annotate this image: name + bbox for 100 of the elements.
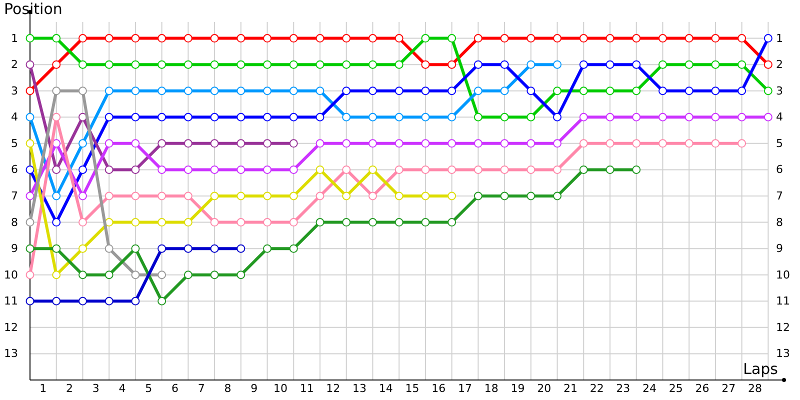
point [632, 165, 641, 174]
point [606, 86, 614, 96]
x-tick-label: 1 [40, 382, 47, 395]
point [448, 60, 456, 69]
point [579, 139, 588, 148]
point [78, 296, 87, 306]
point [236, 192, 246, 200]
point [368, 139, 377, 148]
point [210, 139, 219, 148]
point [26, 192, 34, 200]
point [342, 192, 351, 200]
point [104, 60, 114, 69]
point [158, 270, 166, 280]
point [52, 60, 61, 69]
point [184, 112, 192, 122]
point [236, 218, 246, 227]
point [368, 34, 377, 43]
point [26, 112, 34, 122]
point [684, 112, 694, 122]
point [711, 112, 720, 122]
point [632, 60, 641, 69]
point [131, 60, 140, 69]
point [394, 34, 404, 43]
point [342, 218, 351, 227]
point [342, 112, 351, 122]
point [52, 296, 61, 306]
point [78, 165, 87, 174]
point [579, 165, 588, 174]
point [158, 165, 166, 174]
point [421, 112, 430, 122]
point [658, 112, 667, 122]
point [158, 86, 166, 96]
x-tick-label: 23 [616, 382, 630, 395]
point [131, 296, 140, 306]
point [78, 60, 87, 69]
point [184, 139, 192, 148]
x-tick-label: 18 [484, 382, 498, 395]
y2-tick-label: 12 [776, 320, 790, 334]
point [421, 218, 430, 227]
point [316, 60, 324, 69]
y-tick-label: 1 [11, 32, 18, 45]
point [289, 165, 298, 174]
point [526, 34, 536, 43]
point [474, 34, 482, 43]
x-tick-label: 22 [590, 382, 604, 395]
point [711, 60, 720, 69]
point [158, 34, 166, 43]
point [579, 60, 588, 69]
point [52, 244, 61, 253]
y-tick-label: 12 [4, 320, 18, 334]
point [421, 165, 430, 174]
point [316, 139, 324, 148]
point [236, 86, 246, 96]
point [316, 192, 324, 200]
point [52, 218, 61, 227]
x-tick-label: 10 [273, 382, 288, 395]
point [26, 86, 34, 96]
point [632, 112, 641, 122]
point [500, 192, 509, 200]
point [104, 244, 114, 253]
point [448, 112, 456, 122]
x-tick-label: 21 [563, 382, 578, 395]
point [26, 60, 34, 69]
point [448, 139, 456, 148]
point [526, 192, 536, 200]
point [526, 165, 536, 174]
point [421, 34, 430, 43]
point [711, 86, 720, 96]
point [210, 86, 219, 96]
point [210, 112, 219, 122]
point [368, 112, 377, 122]
y2-tick-label: 8 [776, 216, 783, 229]
point [131, 139, 140, 148]
point [104, 192, 114, 200]
y-tick-label: 6 [11, 163, 18, 176]
point [78, 218, 87, 227]
y2-tick-label: 1 [776, 32, 783, 45]
point [553, 60, 562, 69]
point [684, 139, 694, 148]
point [579, 112, 588, 122]
point [289, 218, 298, 227]
point [421, 86, 430, 96]
point [394, 139, 404, 148]
point [184, 34, 192, 43]
point [131, 244, 140, 253]
x-tick-label: 4 [118, 382, 126, 395]
point [500, 60, 509, 69]
point [474, 139, 482, 148]
point [26, 165, 34, 174]
point [52, 86, 61, 96]
point [684, 60, 694, 69]
point [738, 112, 746, 122]
point [26, 34, 34, 43]
point [500, 112, 509, 122]
point [131, 112, 140, 122]
y2-tick-label: 6 [776, 163, 783, 176]
point [263, 86, 272, 96]
y2-tick-label: 3 [776, 84, 783, 98]
point [368, 165, 377, 174]
x-tick-label: 5 [145, 382, 152, 395]
